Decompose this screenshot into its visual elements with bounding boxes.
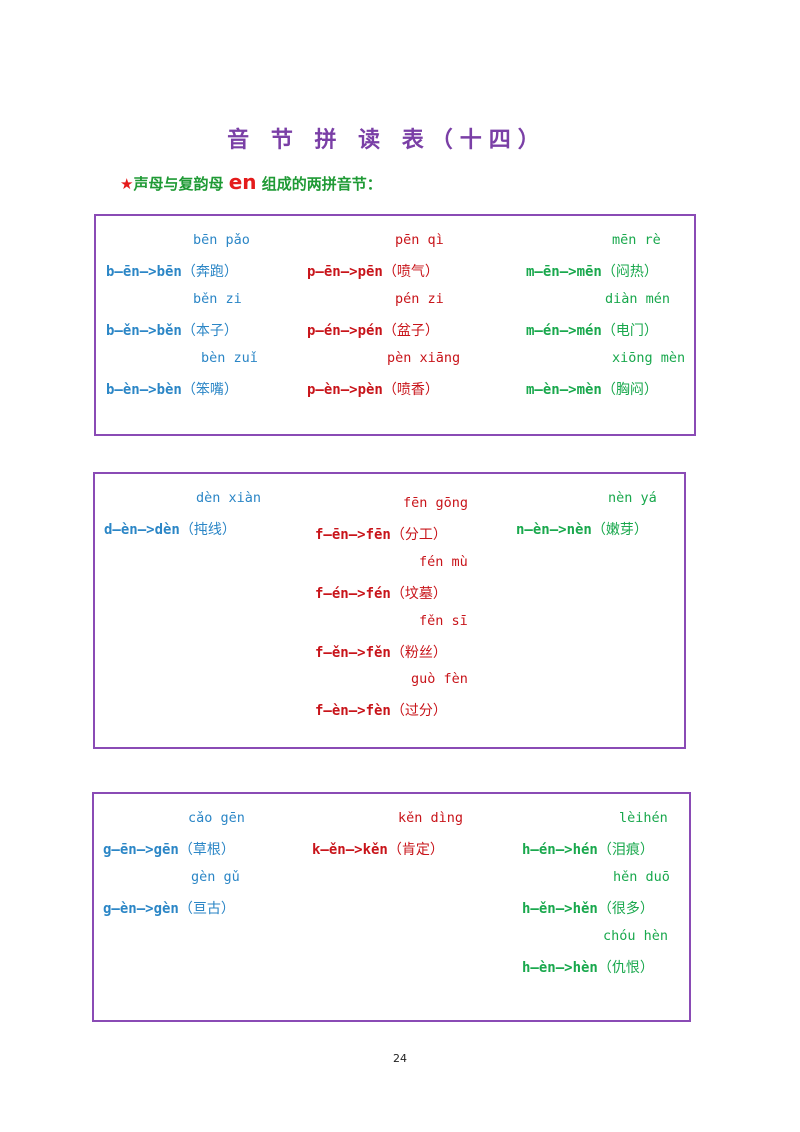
spelling-formula: g—èn—>gèn <box>103 901 179 917</box>
spelling-formula: m—ēn—>mēn <box>526 264 602 280</box>
spelling-rule: p—én—>pén（盆子） <box>307 320 439 340</box>
spelling-rule: f—èn—>fèn（过分） <box>315 700 447 720</box>
spelling-word: （仇恨） <box>597 960 654 976</box>
syllable-box-3 <box>92 792 691 1022</box>
spelling-formula: p—èn—>pèn <box>307 382 383 398</box>
spelling-word: （泪痕） <box>597 842 654 858</box>
spelling-formula: p—én—>pén <box>307 323 383 339</box>
pinyin-label: dèn xiàn <box>196 490 262 506</box>
pinyin-label: pēn qì <box>395 232 444 248</box>
spelling-word: （分工） <box>390 527 447 543</box>
star-icon: ★ <box>120 175 134 193</box>
pinyin-label: xiōng mèn <box>612 350 686 366</box>
spelling-formula: m—én—>mén <box>526 323 602 339</box>
spelling-rule: h—èn—>hèn（仇恨） <box>522 957 654 977</box>
syllable-box-2 <box>93 472 686 749</box>
spelling-word: （喷气） <box>382 264 439 280</box>
spelling-rule: m—én—>mén（电门） <box>526 320 658 340</box>
spelling-rule: p—ēn—>pēn（喷气） <box>307 261 439 281</box>
section-subtitle: ★声母与复韵母 en 组成的两拼音节： <box>120 170 382 194</box>
pinyin-label: pèn xiāng <box>387 350 461 366</box>
syllable-box-1 <box>94 214 696 436</box>
spelling-formula: h—én—>hén <box>522 842 598 858</box>
spelling-word: （盆子） <box>382 323 439 339</box>
spelling-formula: d—èn—>dèn <box>104 522 180 538</box>
subtitle-text: 声母与复韵母 <box>133 175 229 193</box>
spelling-formula: g—ēn—>gēn <box>103 842 179 858</box>
spelling-formula: b—ěn—>běn <box>106 323 182 339</box>
spelling-rule: p—èn—>pèn（喷香） <box>307 379 439 399</box>
spelling-word: （喷香） <box>382 382 439 398</box>
spelling-formula: b—èn—>bèn <box>106 382 182 398</box>
pinyin-label: fēn gōng <box>403 495 469 511</box>
pinyin-label: cǎo gēn <box>188 810 245 826</box>
spelling-formula: p—ēn—>pēn <box>307 264 383 280</box>
spelling-rule: h—én—>hén（泪痕） <box>522 839 654 859</box>
page-number: 24 <box>393 1052 407 1065</box>
spelling-rule: b—ěn—>běn（本子） <box>106 320 238 340</box>
pinyin-label: hěn duō <box>613 869 670 885</box>
subtitle-text-end: 组成的两拼音节： <box>256 175 382 193</box>
spelling-formula: k—ěn—>kěn <box>312 842 388 858</box>
spelling-word: （本子） <box>181 323 238 339</box>
spelling-formula: h—ěn—>hěn <box>522 901 598 917</box>
spelling-rule: f—ěn—>fěn（粉丝） <box>315 642 447 662</box>
pinyin-label: chóu hèn <box>603 928 669 944</box>
spelling-rule: g—ēn—>gēn（草根） <box>103 839 235 859</box>
spelling-rule: k—ěn—>kěn（肯定） <box>312 839 444 859</box>
spelling-rule: h—ěn—>hěn（很多） <box>522 898 654 918</box>
spelling-word: （扽线） <box>179 522 236 538</box>
pinyin-label: bèn zuǐ <box>201 350 258 366</box>
spelling-word: （坟墓） <box>390 586 447 602</box>
spelling-formula: n—èn—>nèn <box>516 522 592 538</box>
spelling-formula: f—én—>fén <box>315 586 391 602</box>
pinyin-label: běn zi <box>193 291 242 307</box>
spelling-word: （嫩芽） <box>591 522 648 538</box>
spelling-word: （过分） <box>390 703 447 719</box>
pinyin-label: pén zi <box>395 291 444 307</box>
spelling-word: （草根） <box>178 842 235 858</box>
spelling-rule: f—én—>fén（坟墓） <box>315 583 447 603</box>
pinyin-label: fěn sī <box>419 613 468 629</box>
spelling-rule: m—ēn—>mēn（闷热） <box>526 261 658 281</box>
pinyin-label: guò fèn <box>411 671 468 687</box>
pinyin-label: kěn dìng <box>398 810 464 826</box>
pinyin-label: fén mù <box>419 554 468 570</box>
spelling-formula: m—èn—>mèn <box>526 382 602 398</box>
spelling-word: （闷热） <box>601 264 658 280</box>
spelling-word: （粉丝） <box>390 645 447 661</box>
spelling-rule: b—ēn—>bēn（奔跑） <box>106 261 238 281</box>
spelling-formula: f—ēn—>fēn <box>315 527 391 543</box>
spelling-word: （电门） <box>601 323 658 339</box>
spelling-rule: n—èn—>nèn（嫩芽） <box>516 519 648 539</box>
spelling-formula: h—èn—>hèn <box>522 960 598 976</box>
pinyin-label: nèn yá <box>608 490 657 506</box>
pinyin-label: gèn gǔ <box>191 869 240 885</box>
spelling-word: （亘古） <box>178 901 235 917</box>
spelling-word: （肯定） <box>387 842 444 858</box>
spelling-formula: f—èn—>fèn <box>315 703 391 719</box>
spelling-word: （胸闷） <box>601 382 658 398</box>
subtitle-highlight: en <box>228 170 257 194</box>
spelling-word: （很多） <box>597 901 654 917</box>
spelling-rule: b—èn—>bèn（笨嘴） <box>106 379 238 399</box>
pinyin-label: mēn rè <box>612 232 661 248</box>
pinyin-label: diàn mén <box>605 291 671 307</box>
spelling-rule: g—èn—>gèn（亘古） <box>103 898 235 918</box>
spelling-rule: m—èn—>mèn（胸闷） <box>526 379 658 399</box>
spelling-rule: d—èn—>dèn（扽线） <box>104 519 236 539</box>
pinyin-label: lèihén <box>619 810 668 826</box>
spelling-word: （奔跑） <box>181 264 238 280</box>
spelling-rule: f—ēn—>fēn（分工） <box>315 524 447 544</box>
spelling-formula: b—ēn—>bēn <box>106 264 182 280</box>
pinyin-label: bēn pǎo <box>193 232 250 248</box>
spelling-word: （笨嘴） <box>181 382 238 398</box>
page-title: 音 节 拼 读 表（十四） <box>227 128 547 153</box>
spelling-formula: f—ěn—>fěn <box>315 645 391 661</box>
